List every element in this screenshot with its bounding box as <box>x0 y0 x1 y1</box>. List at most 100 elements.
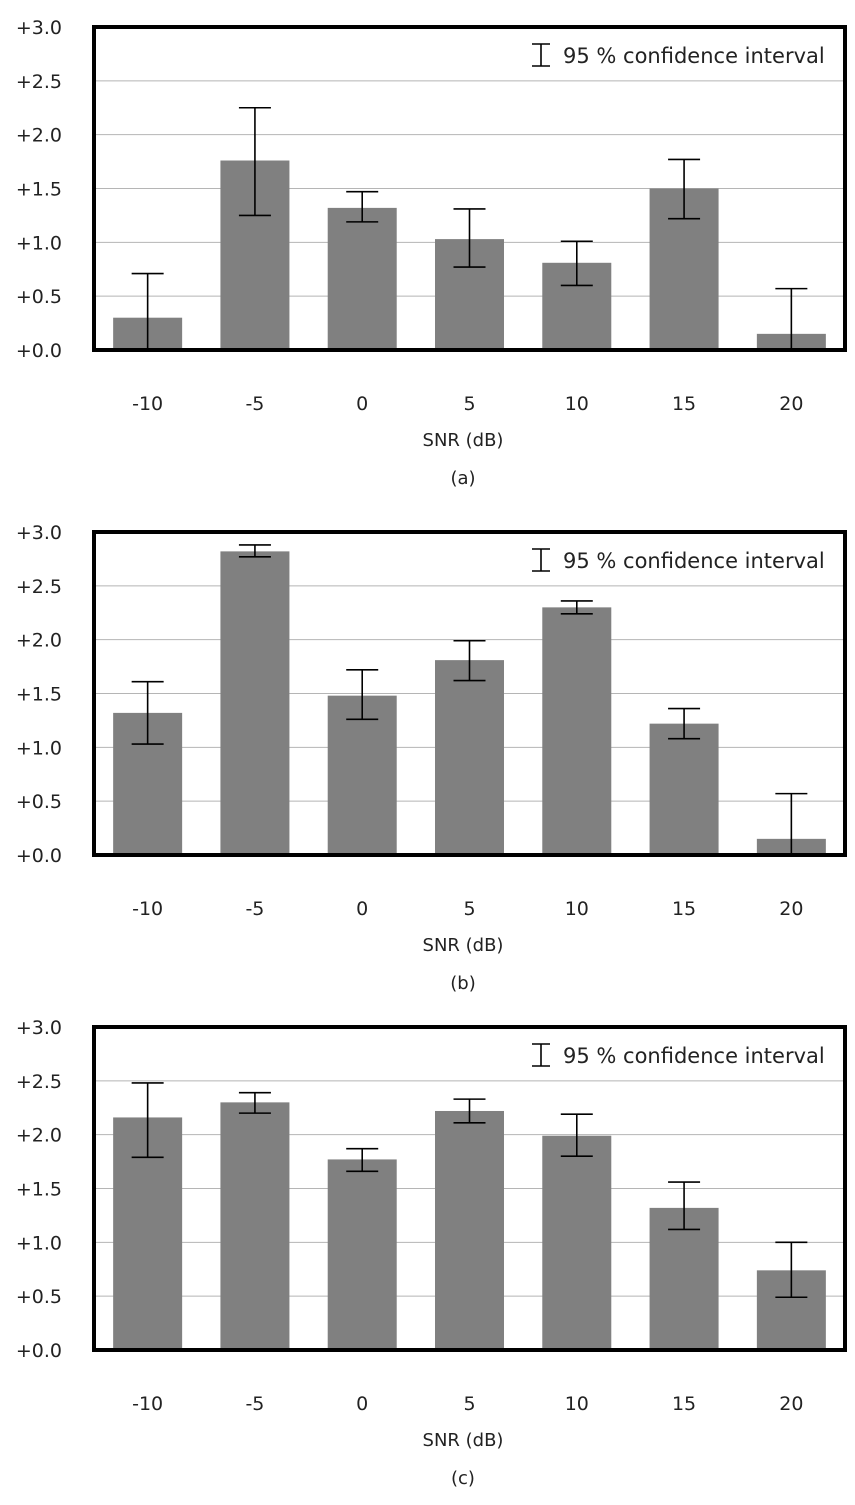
error-bar <box>775 1241 808 1299</box>
x-tick-label: 15 <box>672 393 696 415</box>
error-bar <box>453 208 486 268</box>
bars <box>113 160 826 350</box>
bar <box>327 1159 397 1350</box>
legend: 95 % confidence interval <box>532 548 825 573</box>
y-tick-label: +2.0 <box>16 630 62 652</box>
bar <box>220 1102 290 1350</box>
bar <box>542 607 612 855</box>
y-tick-label: +0.5 <box>16 286 62 308</box>
y-tick-label: +1.0 <box>16 1232 62 1254</box>
chart-panel-b: +0.0 +0.5 +1.0 +1.5 +2.0 +2.5 +3.0 -10 -5 0 5 10 15 2… <box>0 505 855 1000</box>
panel-subtitle: (c) <box>451 1468 475 1489</box>
legend-label: 95 % confidence interval <box>563 1044 825 1068</box>
x-axis-label: SNR (dB) <box>423 1430 504 1451</box>
x-tick-label: 20 <box>779 393 803 415</box>
y-tick-label: +3.0 <box>16 17 62 39</box>
error-bar <box>668 1181 701 1231</box>
chart-svg-b: +0.0 +0.5 +1.0 +1.5 +2.0 +2.5 +3.0 -10 -5 0 5 10 15 2… <box>16 522 847 994</box>
error-bar <box>346 190 379 223</box>
x-tick-label: 20 <box>779 898 803 920</box>
error-bars <box>131 1082 808 1299</box>
legend: 95 % confidence interval <box>532 1043 825 1068</box>
error-bar <box>775 792 808 855</box>
y-tick-label: +1.0 <box>16 232 62 254</box>
panel-subtitle: (a) <box>450 468 475 489</box>
y-tick-labels: +0.0 +0.5 +1.0 +1.5 +2.0 +2.5 +3.0 <box>16 1017 62 1362</box>
bars <box>113 1102 826 1350</box>
error-bar <box>560 240 593 287</box>
error-bar <box>238 1091 271 1114</box>
x-tick-label: 0 <box>356 393 368 415</box>
chart-panel-a: +0.0 +0.5 +1.0 +1.5 +2.0 +2.5 +3.0 -10 -5 0 5 10 15 2… <box>0 0 855 495</box>
bar <box>649 723 719 855</box>
y-tick-label: +1.0 <box>16 737 62 759</box>
x-tick-label: 5 <box>463 898 475 920</box>
error-bar <box>131 1082 164 1159</box>
x-tick-labels: -10 -5 0 5 10 15 20 <box>132 898 803 920</box>
x-tick-label: 5 <box>463 393 475 415</box>
y-tick-label: +1.5 <box>16 179 62 201</box>
x-tick-label: -10 <box>132 1393 163 1415</box>
error-bar <box>560 600 593 615</box>
error-bar <box>131 680 164 745</box>
error-bars <box>131 544 808 855</box>
x-tick-label: 10 <box>565 393 589 415</box>
plot-frame <box>92 1025 847 1352</box>
chart-svg-c: +0.0 +0.5 +1.0 +1.5 +2.0 +2.5 +3.0 -10 -5 0 5 10 15 2… <box>16 1017 847 1489</box>
chart-svg-a: +0.0 +0.5 +1.0 +1.5 +2.0 +2.5 +3.0 -10 -5 0 5 10 15 2… <box>16 17 847 489</box>
x-tick-label: 0 <box>356 898 368 920</box>
y-tick-label: +2.0 <box>16 1125 62 1147</box>
y-tick-label: +0.0 <box>16 845 62 867</box>
y-tick-label: +1.5 <box>16 684 62 706</box>
bar <box>435 1110 504 1350</box>
y-tick-label: +0.5 <box>16 1286 62 1308</box>
legend: 95 % confidence interval <box>532 43 825 68</box>
x-tick-label: 10 <box>565 898 589 920</box>
y-tick-label: +2.5 <box>16 576 62 598</box>
x-tick-label: 5 <box>463 1393 475 1415</box>
x-tick-label: -10 <box>132 393 163 415</box>
y-tick-label: +2.5 <box>16 71 62 93</box>
bar <box>327 207 397 350</box>
bars <box>113 551 826 855</box>
bar <box>327 695 397 855</box>
bar <box>435 660 504 855</box>
plot-frame <box>92 25 847 352</box>
x-tick-label: 20 <box>779 1393 803 1415</box>
bar <box>220 551 290 855</box>
error-bar <box>668 707 701 740</box>
error-bars <box>131 106 808 350</box>
x-axis-label: SNR (dB) <box>423 430 504 451</box>
legend-label: 95 % confidence interval <box>563 44 825 68</box>
y-tick-label: +2.0 <box>16 125 62 147</box>
y-tick-label: +3.0 <box>16 522 62 544</box>
x-tick-label: 10 <box>565 1393 589 1415</box>
error-bar <box>346 1147 379 1173</box>
bar <box>542 1135 612 1350</box>
x-tick-label: 0 <box>356 1393 368 1415</box>
y-tick-label: +0.0 <box>16 340 62 362</box>
x-tick-label: 15 <box>672 898 696 920</box>
y-tick-label: +3.0 <box>16 1017 62 1039</box>
error-bar <box>560 1113 593 1157</box>
x-tick-label: -5 <box>245 1393 264 1415</box>
y-tick-label: +0.0 <box>16 1340 62 1362</box>
chart-panel-c: +0.0 +0.5 +1.0 +1.5 +2.0 +2.5 +3.0 -10 -5 0 5 10 15 2… <box>0 1000 855 1495</box>
x-tick-label: -5 <box>245 393 264 415</box>
y-tick-label: +1.5 <box>16 1179 62 1201</box>
error-bar <box>453 1098 486 1124</box>
error-bar <box>668 158 701 220</box>
gridlines <box>94 80 845 297</box>
panel-subtitle: (b) <box>450 973 475 994</box>
x-tick-label: -10 <box>132 898 163 920</box>
y-tick-labels: +0.0 +0.5 +1.0 +1.5 +2.0 +2.5 +3.0 <box>16 17 62 362</box>
x-tick-labels: -10 -5 0 5 10 15 20 <box>132 393 803 415</box>
y-tick-label: +0.5 <box>16 791 62 813</box>
plot-frame <box>92 530 847 857</box>
error-bar <box>238 544 271 558</box>
error-bar <box>131 272 164 350</box>
x-tick-label: 15 <box>672 1393 696 1415</box>
y-tick-labels: +0.0 +0.5 +1.0 +1.5 +2.0 +2.5 +3.0 <box>16 522 62 867</box>
error-bar <box>453 639 486 682</box>
x-axis-label: SNR (dB) <box>423 935 504 956</box>
